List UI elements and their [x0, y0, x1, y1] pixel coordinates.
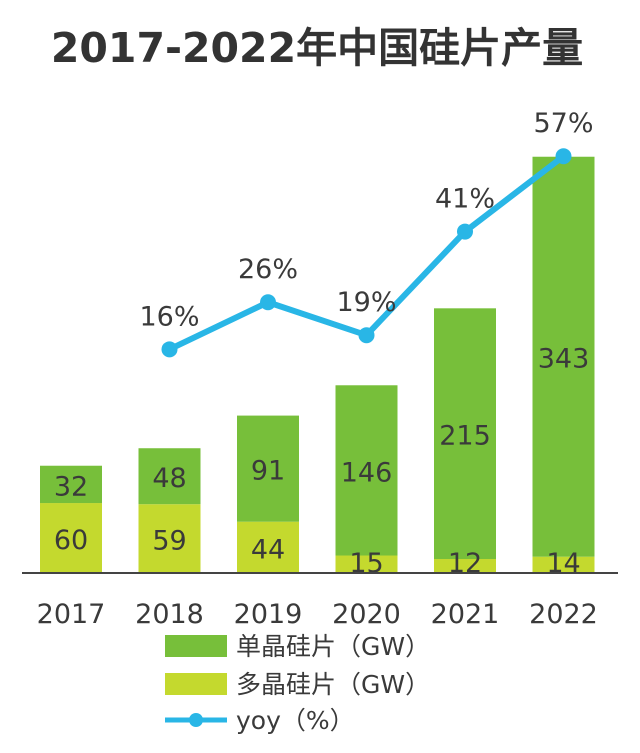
yoy-label-2021: 41% — [435, 184, 495, 215]
label-poly-2018: 59 — [152, 526, 186, 557]
yoy-label-2020: 19% — [336, 287, 396, 318]
yoy-label-2018: 16% — [139, 301, 199, 332]
bar-poly-2020 — [335, 555, 398, 573]
bar-mono-2017 — [40, 465, 102, 504]
yoy-label-2019: 26% — [238, 254, 298, 285]
bar-poly-2022 — [532, 556, 595, 573]
x-tick-2017: 2017 — [37, 599, 106, 630]
label-mono-2019: 91 — [251, 456, 285, 487]
yoy-label-2022: 57% — [533, 108, 593, 139]
label-poly-2019: 44 — [251, 534, 285, 565]
yoy-point-2018 — [161, 341, 178, 358]
label-mono-2022: 343 — [538, 344, 590, 375]
legend-label-poly: 多晶硅片（GW） — [236, 670, 430, 699]
label-poly-2021: 12 — [448, 548, 482, 579]
legend-label-yoy: yoy（%） — [236, 706, 355, 735]
x-tick-2020: 2020 — [332, 599, 401, 630]
bar-poly-2021 — [434, 559, 496, 573]
bar-poly-2018 — [138, 504, 201, 573]
bar-mono-2020 — [335, 385, 398, 556]
bar-mono-2018 — [138, 448, 201, 505]
label-poly-2017: 60 — [54, 525, 88, 556]
label-mono-2021: 215 — [439, 421, 491, 452]
bar-mono-2019 — [237, 415, 299, 522]
bars: 60 32 59 48 44 91 15 146 12 215 14 343 — [40, 156, 595, 579]
legend-label-mono: 单晶硅片（GW） — [236, 632, 430, 661]
label-poly-2020: 15 — [349, 548, 383, 579]
x-tick-labels: 2017 2018 2019 2020 2021 2022 — [37, 599, 598, 630]
yoy-line: 16% 26% 19% 41% 57% — [139, 108, 594, 358]
legend-swatch-poly — [165, 673, 227, 695]
yoy-line-path — [168, 153, 566, 353]
legend-swatch-mono — [165, 635, 227, 657]
x-tick-2018: 2018 — [135, 599, 204, 630]
x-tick-2021: 2021 — [431, 599, 500, 630]
bar-poly-2019 — [237, 521, 299, 573]
label-mono-2020: 146 — [341, 457, 393, 488]
bar-poly-2017 — [40, 503, 102, 573]
x-tick-2022: 2022 — [529, 599, 598, 630]
legend-marker-yoy — [189, 713, 203, 727]
label-poly-2022: 14 — [546, 548, 580, 579]
label-mono-2017: 32 — [54, 471, 88, 502]
yoy-point-2019 — [260, 294, 276, 311]
chart-title: 2017-2022年中国硅片产量 — [51, 24, 583, 72]
bar-mono-2021 — [434, 308, 496, 560]
yoy-point-2020 — [358, 327, 375, 344]
legend: 单晶硅片（GW） 多晶硅片（GW） yoy（%） — [165, 632, 430, 735]
yoy-point-2022 — [555, 148, 572, 165]
yoy-point-2021 — [457, 223, 473, 240]
label-mono-2018: 48 — [152, 463, 186, 494]
bar-mono-2022 — [532, 156, 595, 557]
x-tick-2019: 2019 — [234, 599, 303, 630]
